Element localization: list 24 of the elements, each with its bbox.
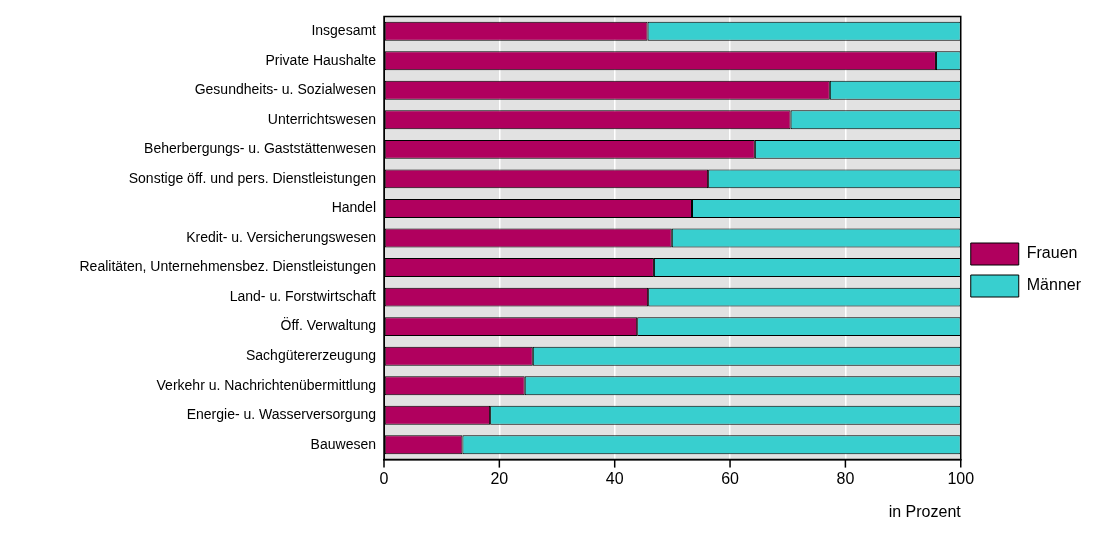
x-tick-label: 100 [947,469,975,487]
y-tick-label: Energie- u. Wasserversorgung [186,406,376,423]
y-tick-label: Insgesamt [311,22,377,39]
x-tick-label: 40 [605,469,624,487]
x-tick-label: 80 [836,469,855,487]
x-axis-title: in Prozent [888,502,962,520]
y-tick-label: Beherbergungs- u. Gaststättenwesen [144,140,376,157]
y-tick-label: Land- u. Forstwirtschaft [229,287,377,304]
y-tick-label: Verkehr u. Nachrichtenübermittlung [156,376,376,393]
y-tick-label: Private Haushalte [265,51,377,68]
y-tick-label: Gesundheits- u. Sozialwesen [194,81,376,98]
y-tick-label: Sachgütererzeugung [246,347,376,364]
y-tick-label: Bauwesen [310,435,376,452]
legend-label: Frauen [1026,244,1078,262]
y-tick-label: Realitäten, Unternehmensbez. Dienstleistungen [79,258,376,275]
y-tick-label: Handel [331,199,376,216]
x-tick-label: 0 [379,469,389,487]
x-tick-label: 20 [490,469,509,487]
legend-label: Männer [1026,276,1082,294]
y-tick-label: Öff. Verwaltung [280,316,376,334]
y-tick-label: Sonstige öff. und pers. Dienstleistungen [128,169,376,186]
y-tick-label: Unterrichtswesen [267,110,376,127]
y-tick-label: Kredit- u. Versicherungswesen [186,228,376,245]
x-tick-label: 60 [721,469,740,487]
